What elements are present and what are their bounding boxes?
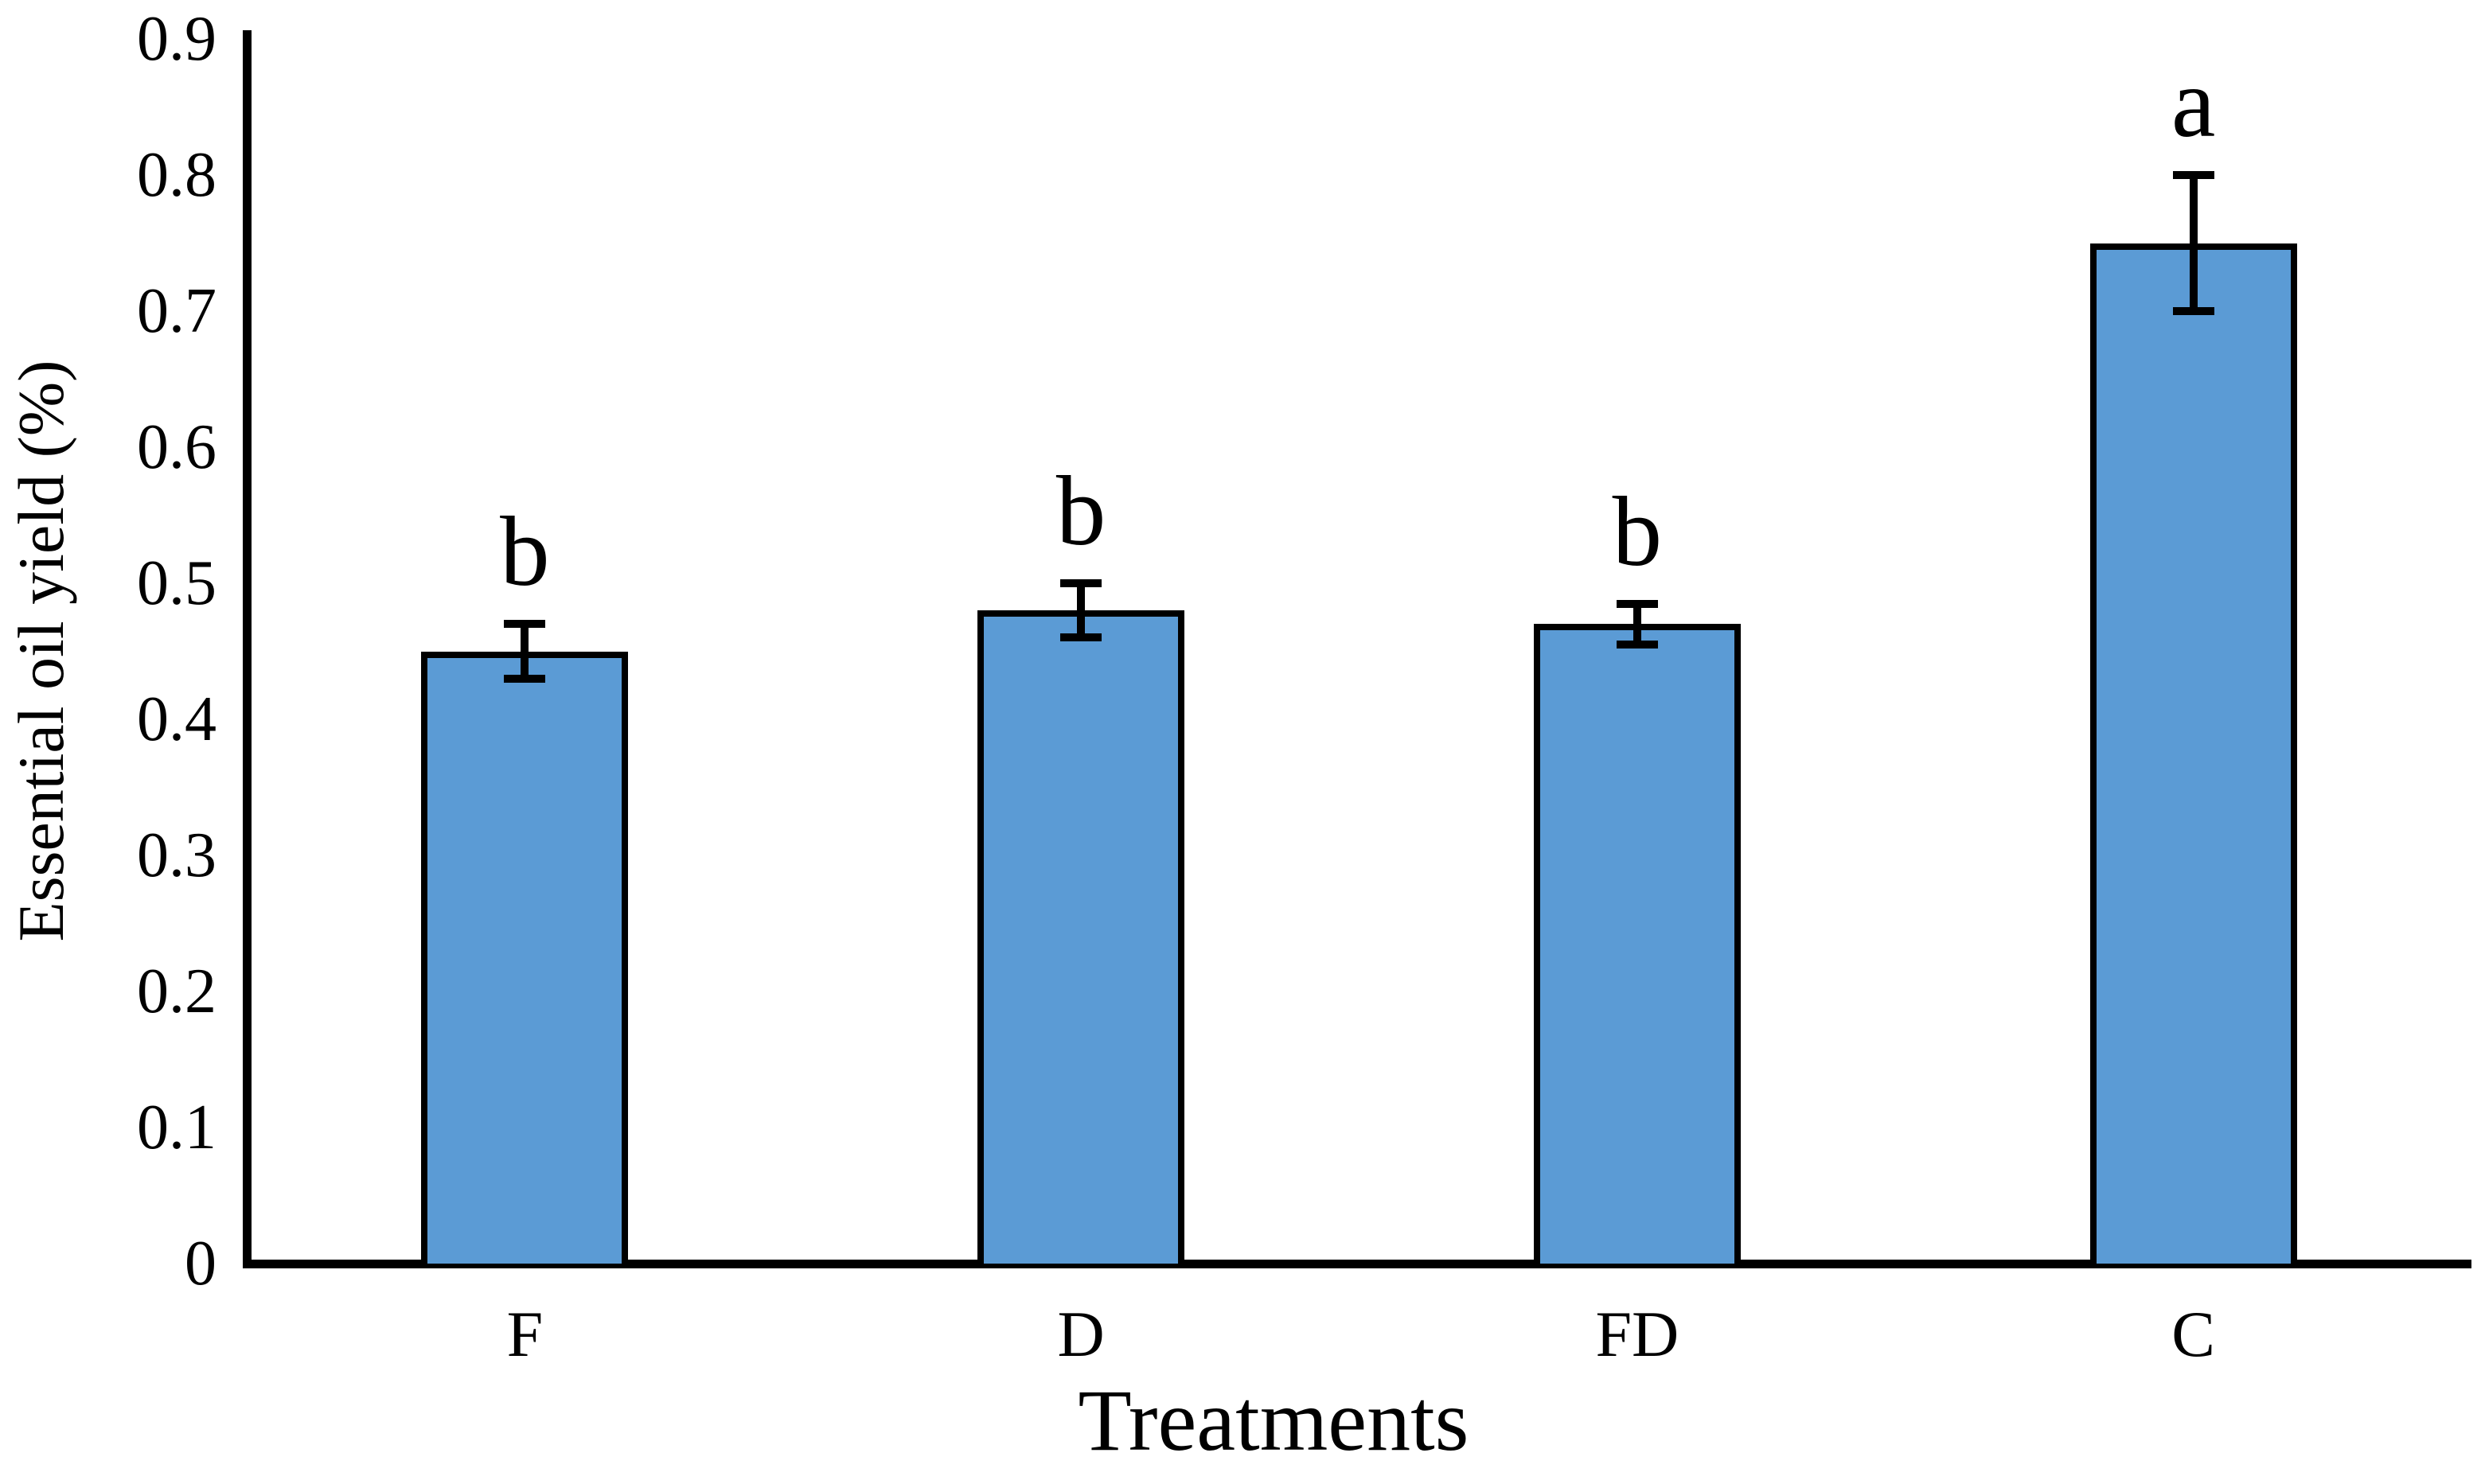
significance-letter-C: a xyxy=(2171,49,2216,158)
error-bar-cap-bottom-D xyxy=(1060,633,1102,642)
error-bar-line-FD xyxy=(1633,603,1641,645)
y-axis-line xyxy=(243,30,252,1268)
y-tick-label-0.5: 0.5 xyxy=(137,548,217,618)
x-tick-label-F: F xyxy=(506,1298,544,1370)
y-tick-label-0.7: 0.7 xyxy=(137,276,217,346)
error-bar-cap-top-F xyxy=(504,620,546,629)
y-tick-label-0.4: 0.4 xyxy=(137,684,217,754)
error-bar-cap-top-FD xyxy=(1616,599,1658,608)
y-axis-title: Essential oil yield (%) xyxy=(5,360,77,942)
x-tick-label-D: D xyxy=(1057,1298,1105,1370)
error-bar-line-C xyxy=(2189,175,2198,311)
y-tick-label-0.6: 0.6 xyxy=(137,412,217,482)
significance-letter-D: b xyxy=(1055,457,1106,567)
y-tick-label-0.1: 0.1 xyxy=(137,1093,217,1163)
x-tick-label-C: C xyxy=(2171,1298,2215,1370)
x-axis-line xyxy=(243,1260,2471,1268)
significance-letter-FD: b xyxy=(1612,477,1663,587)
error-bar-cap-top-D xyxy=(1060,579,1102,587)
bar-F xyxy=(421,651,629,1264)
y-tick-label-0.2: 0.2 xyxy=(137,956,217,1026)
error-bar-line-F xyxy=(521,624,529,679)
error-bar-line-D xyxy=(1077,583,1086,638)
x-axis-title: Treatments xyxy=(1078,1372,1469,1469)
significance-letter-F: b xyxy=(500,497,550,608)
bar-FD xyxy=(1533,624,1741,1264)
error-bar-cap-bottom-C xyxy=(2172,307,2214,315)
error-bar-cap-bottom-F xyxy=(504,674,546,683)
error-bar-cap-bottom-FD xyxy=(1616,640,1658,649)
y-tick-label-0: 0 xyxy=(185,1229,217,1299)
y-tick-label-0.8: 0.8 xyxy=(137,140,217,210)
bar-D xyxy=(977,610,1185,1264)
y-tick-label-0.9: 0.9 xyxy=(137,4,217,74)
x-tick-label-FD: FD xyxy=(1595,1298,1679,1370)
bar-C xyxy=(2089,243,2297,1264)
y-tick-label-0.3: 0.3 xyxy=(137,820,217,890)
error-bar-cap-top-C xyxy=(2172,171,2214,179)
